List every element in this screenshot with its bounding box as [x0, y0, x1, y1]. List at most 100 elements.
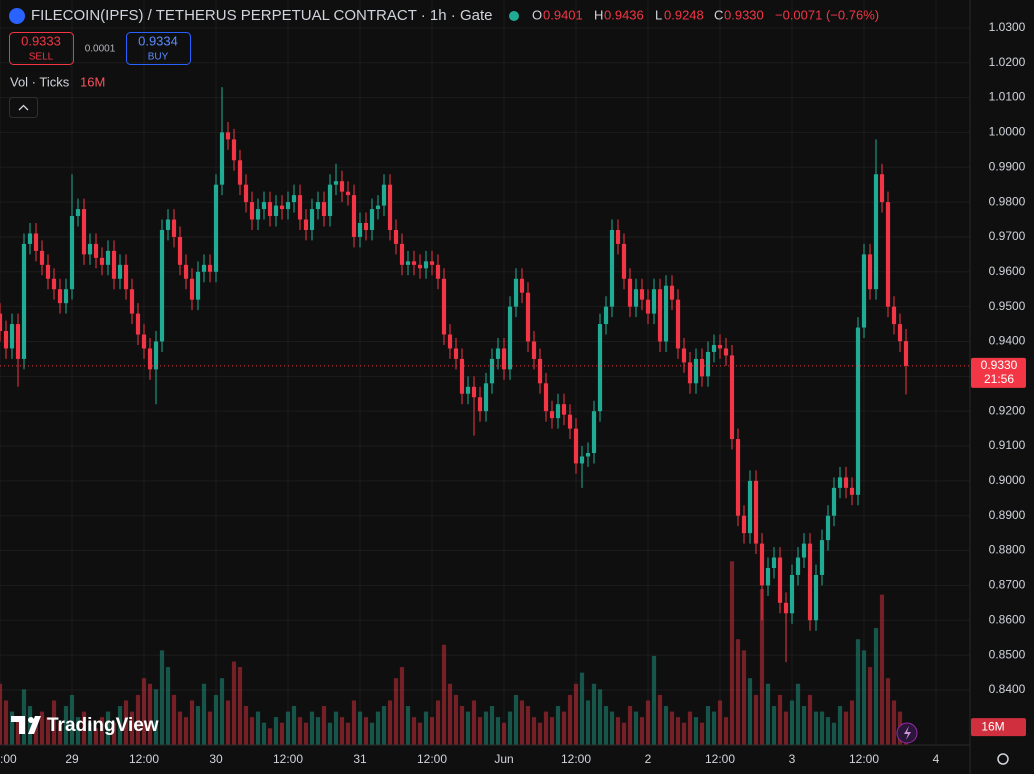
candle-body — [117, 264, 123, 279]
x-tick-label: 3 — [789, 752, 796, 766]
candle-body — [189, 278, 195, 300]
x-tick-label: 12:00 — [705, 752, 735, 766]
volume-bar — [15, 717, 21, 745]
volume-bar — [159, 650, 165, 745]
y-tick-label: 0.8500 — [989, 647, 1026, 661]
candle-body — [255, 209, 261, 220]
legend-letter: C — [714, 7, 723, 22]
collapse-button[interactable] — [9, 97, 38, 118]
legend-letter: H — [594, 7, 603, 22]
volume-bar — [633, 711, 639, 745]
volume-bar — [81, 711, 87, 745]
volume-bar — [261, 722, 267, 745]
y-tick-label: 1.0300 — [989, 20, 1026, 34]
candle-body — [741, 515, 747, 534]
volume-bar — [3, 700, 9, 745]
candle-body — [333, 181, 339, 185]
candle-body — [249, 202, 255, 220]
y-tick-label: 0.9500 — [989, 299, 1026, 313]
volume-bar — [531, 717, 537, 745]
volume-bar — [231, 661, 237, 745]
volume-bar — [795, 683, 801, 745]
candle-body — [225, 132, 231, 140]
candle-body — [837, 477, 843, 488]
volume-bar — [687, 711, 693, 745]
volume-bar — [495, 717, 501, 745]
candle-body — [303, 219, 309, 230]
candle-body — [93, 243, 99, 258]
candle-body — [195, 271, 201, 300]
settings-button[interactable] — [997, 753, 1009, 765]
candle-body — [369, 209, 375, 230]
candle-body — [567, 414, 573, 429]
x-tick-label: 2 — [645, 752, 652, 766]
candle-body — [789, 574, 795, 614]
last-price-label: 0.9330 — [981, 358, 1018, 372]
candle-body — [321, 202, 327, 217]
volume-bar — [615, 717, 621, 745]
indicator-name[interactable]: Vol · Ticks — [10, 74, 70, 89]
y-tick-label: 0.9700 — [989, 229, 1026, 243]
sell-button[interactable] — [9, 32, 74, 65]
candle-body — [285, 202, 291, 210]
candle-body — [57, 289, 63, 304]
candle-body — [33, 233, 39, 251]
candle-body — [543, 383, 549, 412]
x-tick-label: 12:00 — [417, 752, 447, 766]
symbol-title[interactable]: FILECOIN(IPFS) / TETHERUS PERPETUAL CONT… — [31, 7, 492, 24]
candle-body — [105, 250, 111, 265]
legend-change: −0.0071 (−0.76%) — [775, 7, 879, 22]
volume-bar — [291, 706, 297, 745]
volume-bar — [837, 706, 843, 745]
buy-button[interactable] — [126, 32, 191, 65]
volume-bar — [111, 722, 117, 745]
candle-body — [393, 229, 399, 244]
candle-body — [159, 229, 165, 342]
y-tick-label: 0.9100 — [989, 438, 1026, 452]
volume-bar — [0, 683, 3, 745]
candle-body — [315, 202, 321, 210]
candle-body — [867, 254, 873, 290]
volume-bar — [177, 711, 183, 745]
candle-body — [291, 195, 297, 203]
volume-bar — [429, 717, 435, 745]
volume-bar — [519, 700, 525, 745]
volume-bar — [849, 700, 855, 745]
volume-bar — [561, 711, 567, 745]
volume-bar — [717, 700, 723, 745]
candle-body — [843, 477, 849, 488]
volume-bar — [777, 694, 783, 745]
candle-body — [441, 278, 447, 335]
volume-bar — [453, 694, 459, 745]
buy-label: BUY — [148, 52, 169, 63]
chevron-icon — [18, 104, 29, 111]
candle-body — [489, 358, 495, 384]
candle-body — [807, 543, 813, 621]
volume-bar — [135, 694, 141, 745]
volume-bar — [501, 722, 507, 745]
volume-bar — [525, 706, 531, 745]
y-tick-label: 0.9800 — [989, 194, 1026, 208]
volume-tag-label: 16M — [981, 719, 1004, 733]
volume-bar — [297, 717, 303, 745]
volume-bar — [189, 700, 195, 745]
volume-bar — [855, 639, 861, 745]
volume-bar — [273, 717, 279, 745]
indicator-value: 16M — [80, 74, 105, 89]
candle-body — [627, 278, 633, 307]
candle-body — [429, 261, 435, 265]
volume-bar — [885, 678, 891, 745]
candle-body — [747, 480, 753, 534]
candle-body — [513, 278, 519, 307]
volume-bar — [51, 700, 57, 745]
candle-body — [873, 174, 879, 290]
volume-bar — [327, 722, 333, 745]
volume-bar — [9, 711, 15, 745]
candle-body — [141, 334, 147, 349]
volume-bar — [879, 594, 885, 745]
candle-body — [705, 351, 711, 377]
volume-bar — [489, 706, 495, 745]
candle-body — [711, 344, 717, 352]
volume-bar — [741, 650, 747, 745]
volume-bar — [597, 689, 603, 745]
